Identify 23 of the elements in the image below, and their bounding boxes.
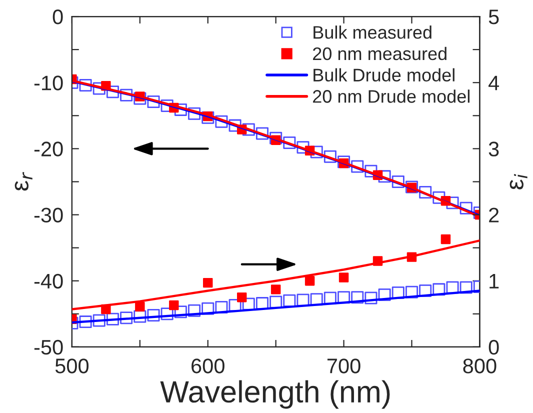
y-tick-label: 0: [52, 10, 63, 24]
y2-tick-label: 5: [488, 10, 499, 24]
legend-label: Bulk measured: [314, 26, 432, 39]
y-axis-title: ε$_{r}$: [14, 172, 32, 191]
legend-label: 20 nm measured: [313, 46, 446, 60]
x-tick-label: 800: [463, 358, 496, 374]
y-tick-label: -30: [34, 208, 63, 223]
x-tick-label: 700: [327, 358, 360, 374]
y2-tick-label: 0: [488, 340, 499, 355]
y-tick-label: -40: [34, 274, 63, 289]
y-tick-label: -50: [34, 340, 63, 355]
y2-tick-label: 4: [488, 76, 500, 90]
x-axis-title: Wavelength (nm): [160, 380, 390, 409]
y2-axis-title: ε$_{i}$: [510, 174, 528, 190]
y-tick-label: -10: [34, 76, 63, 90]
legend-label: 20 nm Drude model: [313, 90, 470, 103]
y-tick-label: -20: [34, 142, 63, 156]
x-tick-label: 600: [192, 358, 224, 374]
y2-tick-label: 3: [488, 142, 499, 156]
y2-tick-label: 2: [489, 208, 499, 222]
x-tick-label: 500: [55, 358, 89, 374]
legend-label: Bulk Drude model: [314, 68, 454, 82]
y2-tick-label: 1: [490, 274, 499, 288]
